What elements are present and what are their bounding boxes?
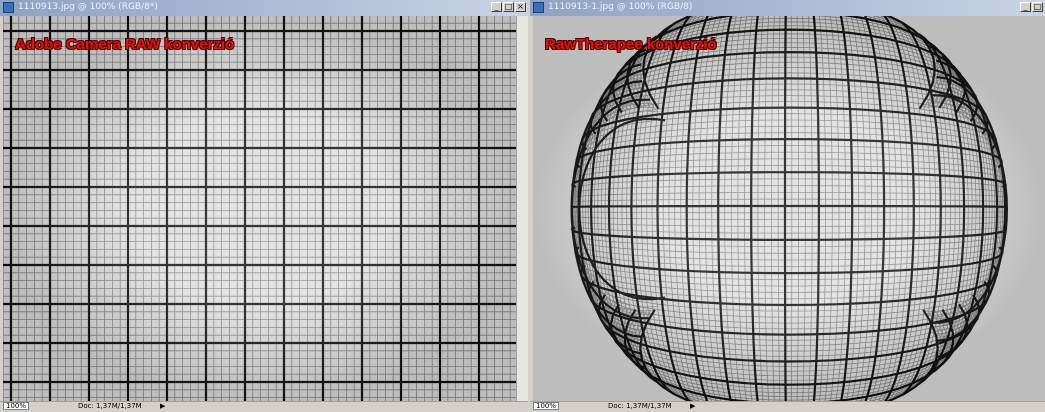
doc-size: Doc: 1,37M/1,37M: [608, 402, 672, 411]
zoom-field[interactable]: 100%: [533, 402, 559, 410]
app-icon: [3, 2, 14, 13]
window-title: 1110913.jpg @ 100% (RGB/8*): [18, 2, 158, 12]
title-bar[interactable]: 1110913.jpg @ 100% (RGB/8*) _□×: [0, 0, 528, 16]
status-menu-arrow[interactable]: ▶: [160, 402, 165, 411]
grid-image: [533, 16, 1045, 402]
image-canvas: RawTherapee konverzió: [533, 16, 1045, 402]
app-icon: [533, 2, 544, 13]
vignette: [3, 16, 516, 402]
status-menu-arrow[interactable]: ▶: [690, 402, 695, 411]
minimize-button[interactable]: _: [1020, 2, 1031, 12]
vignette: [533, 16, 1045, 402]
title-bar[interactable]: 1110913-1.jpg @ 100% (RGB/8) _□: [530, 0, 1045, 16]
maximize-button[interactable]: □: [1032, 2, 1043, 12]
maximize-button[interactable]: □: [503, 2, 514, 12]
minimize-button[interactable]: _: [491, 2, 502, 12]
window-buttons: _□: [1020, 2, 1043, 12]
status-bar: 100% Doc: 1,37M/1,37M ▶: [0, 401, 528, 412]
image-label: Adobe Camera RAW konverzió: [15, 36, 234, 53]
vertical-scrollbar[interactable]: [516, 16, 528, 402]
grid-image: [3, 16, 516, 402]
window-buttons: _□×: [491, 2, 526, 12]
doc-size: Doc: 1,37M/1,37M: [78, 402, 142, 411]
document-window[interactable]: 1110913.jpg @ 100% (RGB/8*) _□× Adobe Ca…: [0, 0, 528, 412]
zoom-field[interactable]: 100%: [3, 402, 29, 410]
close-button[interactable]: ×: [515, 2, 526, 12]
status-bar: 100% Doc: 1,37M/1,37M ▶: [530, 401, 1045, 412]
image-canvas: Adobe Camera RAW konverzió: [3, 16, 516, 402]
document-window[interactable]: 1110913-1.jpg @ 100% (RGB/8) _□ RawThera…: [530, 0, 1045, 412]
image-label: RawTherapee konverzió: [545, 36, 717, 53]
window-title: 1110913-1.jpg @ 100% (RGB/8): [548, 2, 692, 12]
screen: 1110913.jpg @ 100% (RGB/8*) _□× Adobe Ca…: [0, 0, 1045, 412]
